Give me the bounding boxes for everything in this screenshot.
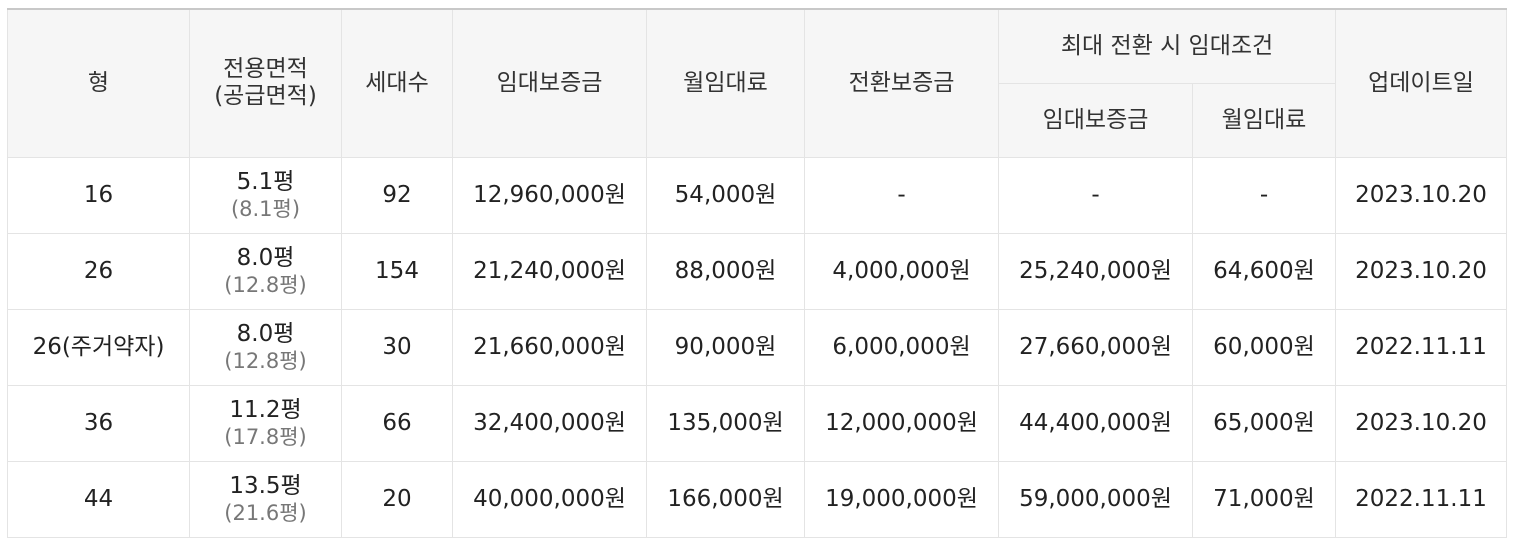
- cell-deposit: 40,000,000원: [452, 460, 647, 538]
- header-max-deposit: 임대보증금: [998, 82, 1193, 158]
- cell-supply-area: (8.1평): [230, 197, 301, 221]
- cell-monthly-rent: 135,000원: [646, 384, 805, 462]
- cell-max-deposit: 59,000,000원: [998, 460, 1193, 538]
- header-row-1: 형 전용면적 (공급면적) 세대수 임대보증금 월임대료 전환보증금 최대 전환…: [7, 8, 1507, 158]
- cell-max-deposit: -: [998, 156, 1193, 234]
- table-row: 16 5.1평 (8.1평) 92 12,960,000원 54,000원 - …: [7, 156, 1507, 234]
- cell-households: 92: [341, 156, 453, 234]
- cell-deposit: 12,960,000원: [452, 156, 647, 234]
- header-row-2: 임대보증금 월임대료: [8, 82, 1507, 158]
- table-row: 26 8.0평 (12.8평) 154 21,240,000원 88,000원 …: [7, 232, 1507, 310]
- cell-type: 26: [7, 232, 190, 310]
- cell-max-monthly-rent: 65,000원: [1192, 384, 1336, 462]
- cell-exclusive-area: 8.0평: [236, 245, 295, 271]
- cell-max-deposit: 25,240,000원: [998, 232, 1193, 310]
- cell-monthly-rent: 90,000원: [646, 308, 805, 386]
- cell-households: 20: [341, 460, 453, 538]
- cell-exclusive-area: 13.5평: [229, 473, 302, 499]
- header-households: 세대수: [341, 8, 453, 158]
- cell-max-monthly-rent: 64,600원: [1192, 232, 1336, 310]
- header-area-exclusive: 전용면적: [223, 56, 308, 83]
- cell-type: 44: [7, 460, 190, 538]
- table-header: 형 전용면적 (공급면적) 세대수 임대보증금 월임대료 전환보증금 최대 전환…: [7, 8, 1507, 158]
- cell-exclusive-area: 5.1평: [236, 169, 295, 195]
- cell-area: 5.1평 (8.1평): [189, 156, 342, 234]
- table-body: 16 5.1평 (8.1평) 92 12,960,000원 54,000원 - …: [7, 156, 1507, 538]
- cell-households: 30: [341, 308, 453, 386]
- cell-deposit: 32,400,000원: [452, 384, 647, 462]
- cell-conversion-deposit: 12,000,000원: [804, 384, 999, 462]
- header-type: 형: [7, 8, 190, 158]
- cell-exclusive-area: 8.0평: [236, 321, 295, 347]
- cell-monthly-rent: 88,000원: [646, 232, 805, 310]
- header-area-supply: (공급면적): [214, 83, 317, 110]
- cell-supply-area: (17.8평): [224, 425, 307, 449]
- header-updated: 업데이트일: [1335, 8, 1507, 158]
- cell-max-monthly-rent: 71,000원: [1192, 460, 1336, 538]
- rental-table-container: 형 전용면적 (공급면적) 세대수 임대보증금 월임대료 전환보증금 최대 전환…: [7, 8, 1507, 538]
- cell-exclusive-area: 11.2평: [229, 397, 302, 423]
- cell-conversion-deposit: 6,000,000원: [804, 308, 999, 386]
- header-conversion-deposit: 전환보증금: [804, 8, 999, 158]
- cell-conversion-deposit: 4,000,000원: [804, 232, 999, 310]
- cell-area: 8.0평 (12.8평): [189, 308, 342, 386]
- table-row: 44 13.5평 (21.6평) 20 40,000,000원 166,000원…: [7, 460, 1507, 538]
- header-max-monthly-rent: 월임대료: [1192, 82, 1336, 158]
- cell-supply-area: (12.8평): [224, 349, 307, 373]
- cell-area: 8.0평 (12.8평): [189, 232, 342, 310]
- cell-updated: 2023.10.20: [1335, 156, 1507, 234]
- table-row: 36 11.2평 (17.8평) 66 32,400,000원 135,000원…: [7, 384, 1507, 462]
- cell-deposit: 21,240,000원: [452, 232, 647, 310]
- header-monthly-rent: 월임대료: [646, 8, 805, 158]
- cell-households: 154: [341, 232, 453, 310]
- header-max-conversion-group: 최대 전환 시 임대조건: [998, 8, 1336, 84]
- cell-conversion-deposit: 19,000,000원: [804, 460, 999, 538]
- cell-deposit: 21,660,000원: [452, 308, 647, 386]
- cell-max-monthly-rent: -: [1192, 156, 1336, 234]
- table-row: 26(주거약자) 8.0평 (12.8평) 30 21,660,000원 90,…: [7, 308, 1507, 386]
- cell-monthly-rent: 166,000원: [646, 460, 805, 538]
- cell-monthly-rent: 54,000원: [646, 156, 805, 234]
- rental-conditions-table: 형 전용면적 (공급면적) 세대수 임대보증금 월임대료 전환보증금 최대 전환…: [7, 8, 1507, 538]
- cell-area: 11.2평 (17.8평): [189, 384, 342, 462]
- cell-updated: 2022.11.11: [1335, 308, 1507, 386]
- cell-max-deposit: 27,660,000원: [998, 308, 1193, 386]
- cell-conversion-deposit: -: [804, 156, 999, 234]
- cell-type: 26(주거약자): [7, 308, 190, 386]
- cell-supply-area: (21.6평): [224, 501, 307, 525]
- cell-households: 66: [341, 384, 453, 462]
- cell-max-deposit: 44,400,000원: [998, 384, 1193, 462]
- header-area: 전용면적 (공급면적): [189, 8, 342, 158]
- cell-area: 13.5평 (21.6평): [189, 460, 342, 538]
- cell-supply-area: (12.8평): [224, 273, 307, 297]
- cell-updated: 2023.10.20: [1335, 384, 1507, 462]
- cell-max-monthly-rent: 60,000원: [1192, 308, 1336, 386]
- cell-type: 36: [7, 384, 190, 462]
- cell-type: 16: [7, 156, 190, 234]
- cell-updated: 2023.10.20: [1335, 232, 1507, 310]
- header-deposit: 임대보증금: [452, 8, 647, 158]
- cell-updated: 2022.11.11: [1335, 460, 1507, 538]
